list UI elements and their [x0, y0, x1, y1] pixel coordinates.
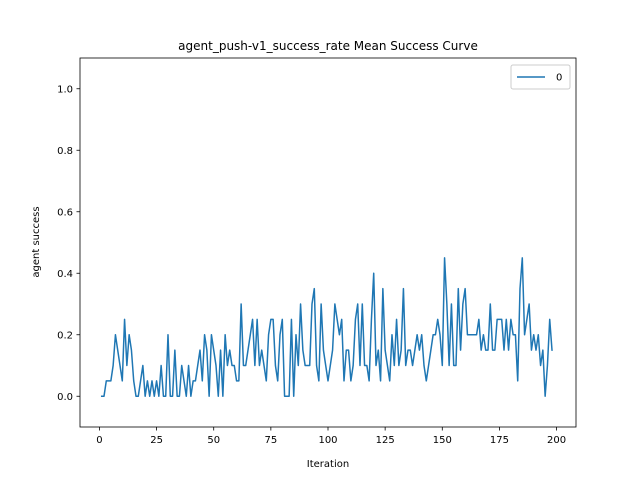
y-tick-label-5: 1.0 — [57, 84, 73, 95]
series-line-0 — [100, 257, 553, 397]
x-tick-label-1: 25 — [150, 435, 163, 446]
y-tick-label-4: 0.8 — [57, 146, 73, 157]
chart-title: agent_push-v1_success_rate Mean Success … — [178, 39, 478, 53]
legend-label-0: 0 — [556, 73, 562, 84]
x-tick-label-3: 75 — [264, 435, 277, 446]
x-tick-label-6: 150 — [433, 435, 452, 446]
y-tick-label-1: 0.2 — [57, 330, 73, 341]
plot-area: 0 25 50 75 100 125 150 175 200 0.0 0.2 0.4 0.6 0.8 1.0… — [57, 57, 577, 446]
y-axis-label: agent success — [31, 206, 42, 277]
x-tick-label-4: 100 — [318, 435, 337, 446]
x-tick-label-5: 125 — [376, 435, 395, 446]
y-tick-label-0: 0.0 — [57, 392, 73, 403]
y-tick-label-2: 0.4 — [57, 269, 73, 280]
y-tick-label-3: 0.6 — [57, 207, 73, 218]
x-tick-label-2: 50 — [207, 435, 220, 446]
x-tick-label-8: 200 — [547, 435, 566, 446]
x-tick-label-7: 175 — [490, 435, 509, 446]
x-axis-label: Iteration — [307, 459, 349, 470]
x-tick-label-0: 0 — [96, 435, 102, 446]
